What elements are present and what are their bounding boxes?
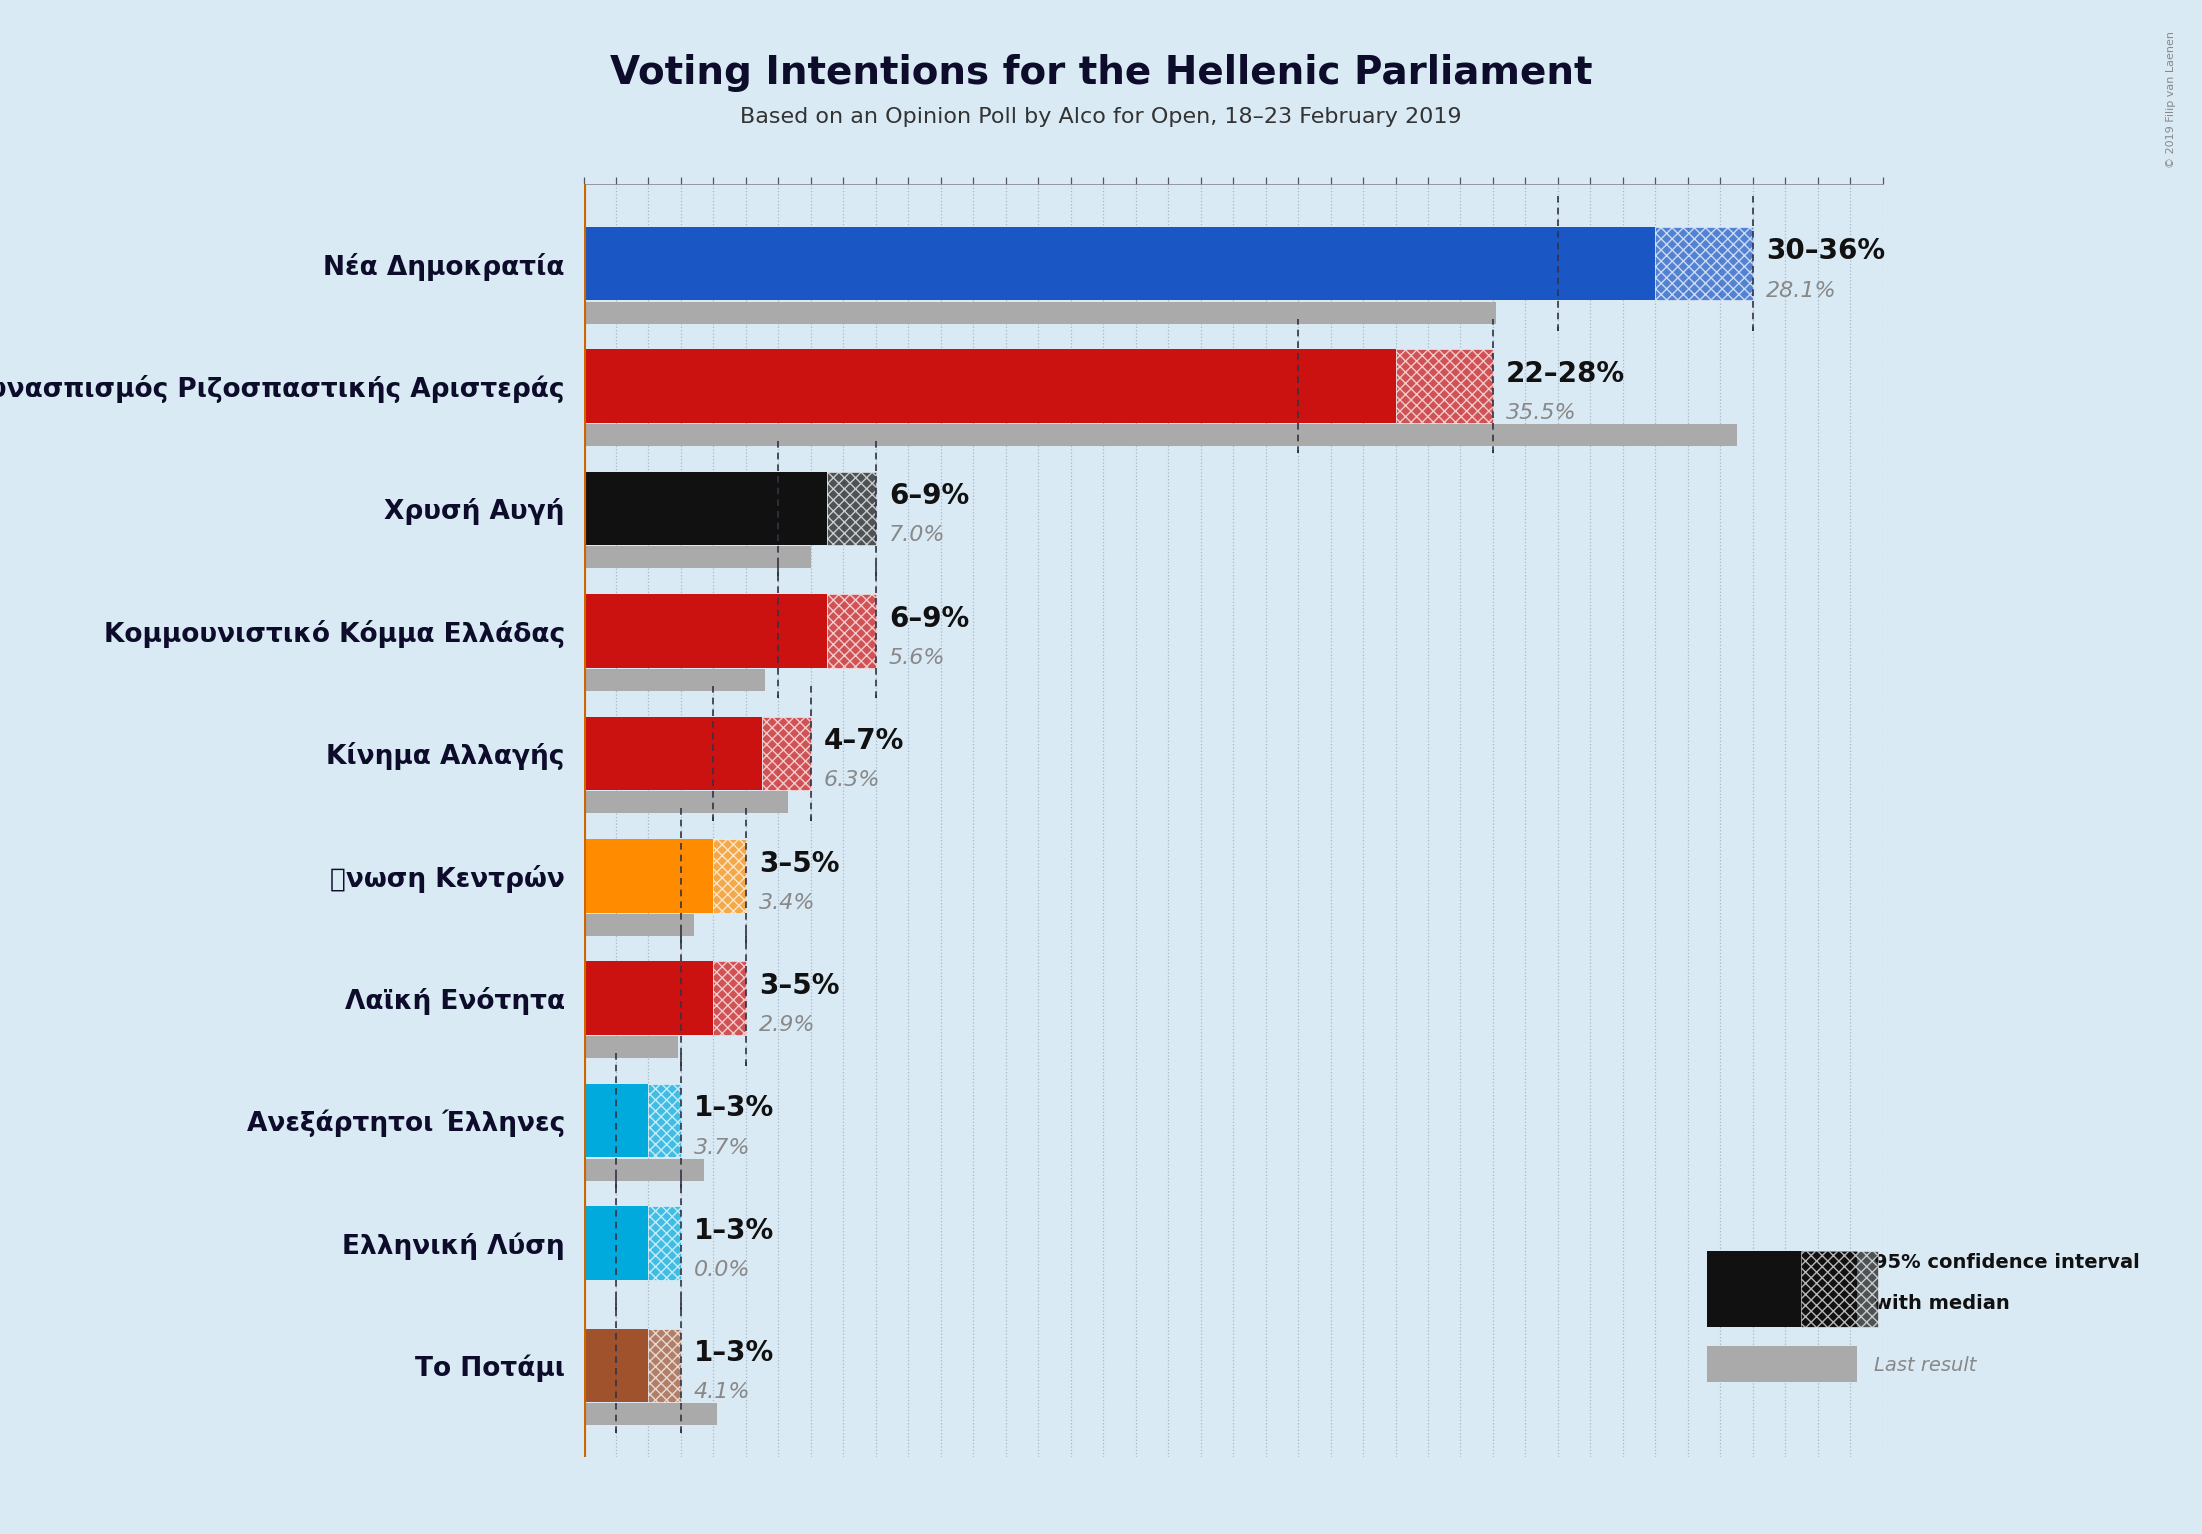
Text: 1–3%: 1–3% (694, 1094, 775, 1123)
Text: 35.5%: 35.5% (1506, 403, 1577, 423)
Bar (584, 914, 694, 936)
Bar (584, 1035, 678, 1058)
Bar (1396, 350, 1493, 423)
Text: 5.6%: 5.6% (890, 647, 945, 667)
Text: 95% confidence interval: 95% confidence interval (1874, 1253, 2140, 1272)
Text: 2.9%: 2.9% (760, 1016, 815, 1035)
Text: 1–3%: 1–3% (694, 1339, 775, 1367)
Text: 7.0%: 7.0% (890, 526, 945, 546)
Text: 3.7%: 3.7% (694, 1138, 751, 1158)
Bar (647, 1085, 680, 1157)
Text: with median: with median (1874, 1293, 2010, 1313)
Bar (713, 839, 746, 913)
Text: 6–9%: 6–9% (890, 604, 969, 632)
Bar (584, 716, 762, 790)
Text: 30–36%: 30–36% (1766, 238, 1885, 265)
Bar (584, 669, 766, 690)
Bar (1656, 227, 1753, 301)
Bar (584, 1158, 705, 1181)
Bar (1707, 1252, 1856, 1327)
Text: 22–28%: 22–28% (1506, 360, 1625, 388)
Bar (584, 1404, 716, 1425)
Bar (584, 962, 713, 1035)
Text: Based on an Opinion Poll by Alco for Open, 18–23 February 2019: Based on an Opinion Poll by Alco for Ope… (740, 107, 1462, 127)
Bar (762, 716, 810, 790)
Bar (1707, 1347, 1856, 1382)
Text: 28.1%: 28.1% (1766, 281, 1836, 301)
Text: 6–9%: 6–9% (890, 482, 969, 511)
Bar (584, 594, 828, 667)
Bar (584, 792, 788, 813)
Bar (713, 962, 746, 1035)
Text: © 2019 Filip van Laenen: © 2019 Filip van Laenen (2165, 31, 2176, 167)
Text: 6.3%: 6.3% (824, 770, 881, 790)
Text: 4.1%: 4.1% (694, 1382, 751, 1402)
Bar (584, 302, 1495, 324)
Text: 3.4%: 3.4% (760, 893, 815, 913)
Bar (828, 472, 876, 545)
Bar (1801, 1252, 1878, 1327)
Bar (584, 1328, 647, 1402)
Text: Voting Intentions for the Hellenic Parliament: Voting Intentions for the Hellenic Parli… (610, 54, 1592, 92)
Bar (647, 1328, 680, 1402)
Bar (584, 839, 713, 913)
Text: 1–3%: 1–3% (694, 1216, 775, 1244)
Text: 3–5%: 3–5% (760, 850, 839, 877)
Bar (584, 472, 828, 545)
Text: 4–7%: 4–7% (824, 727, 905, 755)
Bar (647, 1206, 680, 1279)
Bar (584, 1206, 647, 1279)
Text: Last result: Last result (1874, 1356, 1977, 1374)
Bar (584, 227, 1656, 301)
Bar (584, 546, 810, 569)
Bar (584, 1085, 647, 1157)
Bar (584, 423, 1737, 446)
Bar (584, 350, 1396, 423)
Text: 0.0%: 0.0% (694, 1259, 751, 1279)
Bar (828, 594, 876, 667)
Text: 3–5%: 3–5% (760, 973, 839, 1000)
